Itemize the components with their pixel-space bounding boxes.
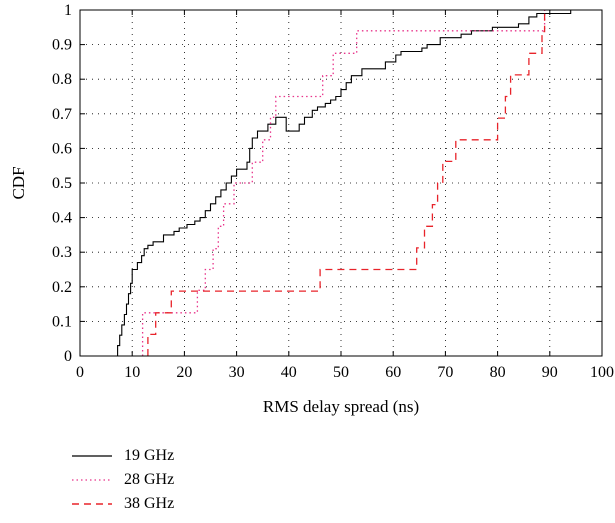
- y-tick-label: 0.4: [52, 210, 72, 227]
- x-tick-label: 10: [124, 364, 140, 381]
- x-tick-label: 90: [542, 364, 558, 381]
- legend-swatch-19ghz: [72, 455, 112, 457]
- x-tick-label: 50: [333, 364, 349, 381]
- y-tick-label: 0.9: [52, 37, 72, 54]
- y-tick-label: 0.8: [52, 71, 72, 88]
- legend-item-19ghz: 19 GHz: [72, 444, 174, 468]
- legend-item-38ghz: 38 GHz: [72, 492, 174, 516]
- legend-label-19ghz: 19 GHz: [124, 447, 175, 464]
- cdf-chart: 0 10 20 30 40 50 60 70 80 90 100 0 0.1 0.2 0.3 0.4 0.5 0.…: [9, 2, 614, 416]
- legend-swatch-28ghz: [72, 479, 112, 481]
- x-tick-label: 100: [590, 364, 614, 381]
- y-tick-label: 0.3: [52, 244, 72, 261]
- x-tick-label: 70: [437, 364, 453, 381]
- legend-label-38ghz: 38 GHz: [124, 495, 175, 512]
- y-tick-label: 0.1: [52, 313, 72, 330]
- series-line-2: [147, 10, 546, 356]
- y-tick-label: 0.7: [52, 106, 72, 123]
- x-tick-label: 80: [490, 364, 506, 381]
- x-axis-label: RMS delay spread (ns): [263, 397, 419, 416]
- legend-item-28ghz: 28 GHz: [72, 468, 174, 492]
- chart-legend: 19 GHz 28 GHz 38 GHz: [72, 444, 174, 516]
- legend-label-28ghz: 28 GHz: [124, 471, 175, 488]
- legend-swatch-38ghz: [72, 503, 112, 505]
- y-tick-label: 1: [64, 2, 72, 19]
- x-tick-label: 30: [229, 364, 245, 381]
- x-tick-label: 0: [76, 364, 84, 381]
- y-axis-label: CDF: [9, 166, 28, 199]
- y-tick-label: 0.2: [52, 279, 72, 296]
- y-tick-label: 0.5: [52, 175, 72, 192]
- series-line-0: [113, 10, 572, 357]
- y-tick-label: 0.6: [52, 140, 72, 157]
- y-tick-label: 0: [64, 348, 72, 365]
- series-line-1: [141, 10, 546, 356]
- x-tick-label: 40: [281, 364, 297, 381]
- x-tick-label: 20: [176, 364, 192, 381]
- x-tick-label: 60: [385, 364, 401, 381]
